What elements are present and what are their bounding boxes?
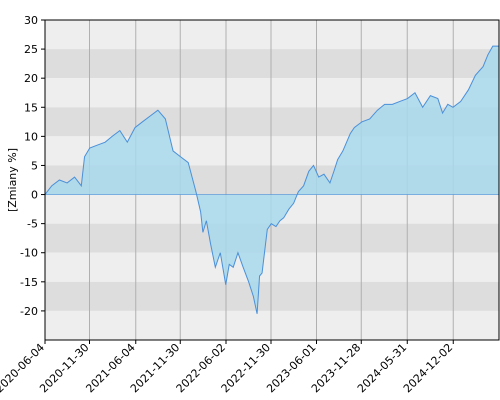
grid-band	[45, 20, 499, 50]
y-axis-ticks: 30 25 20 15 10 5 0 -5 -10 -15 -20	[20, 14, 45, 318]
y-axis-label: [Zmiany %]	[6, 148, 19, 212]
y-tick-label: 30	[24, 14, 38, 27]
grid-band	[45, 252, 499, 282]
grid-band	[45, 223, 499, 253]
grid-band	[45, 78, 499, 108]
plot-frame	[44, 19, 500, 341]
y-tick-label: 20	[24, 72, 38, 85]
y-tick-label: -20	[20, 305, 38, 318]
series-line	[44, 45, 499, 314]
series-area	[45, 46, 499, 314]
x-axis-ticks: 2020-06-042020-11-302021-06-042021-11-30…	[0, 340, 455, 395]
y-tick-label: 10	[24, 130, 38, 143]
y-tick-label: 15	[24, 101, 38, 114]
y-tick-label: -5	[27, 218, 38, 231]
y-tick-label: 0	[31, 189, 38, 202]
x-tick-label: 2024-12-02	[401, 341, 455, 395]
y-tick-label: -15	[20, 276, 38, 289]
grid-band	[45, 281, 499, 311]
y-tick-label: 25	[24, 43, 38, 56]
y-tick-label: 5	[31, 159, 38, 172]
y-tick-label: -10	[20, 247, 38, 260]
grid-band	[45, 310, 499, 340]
grid-band	[45, 49, 499, 79]
